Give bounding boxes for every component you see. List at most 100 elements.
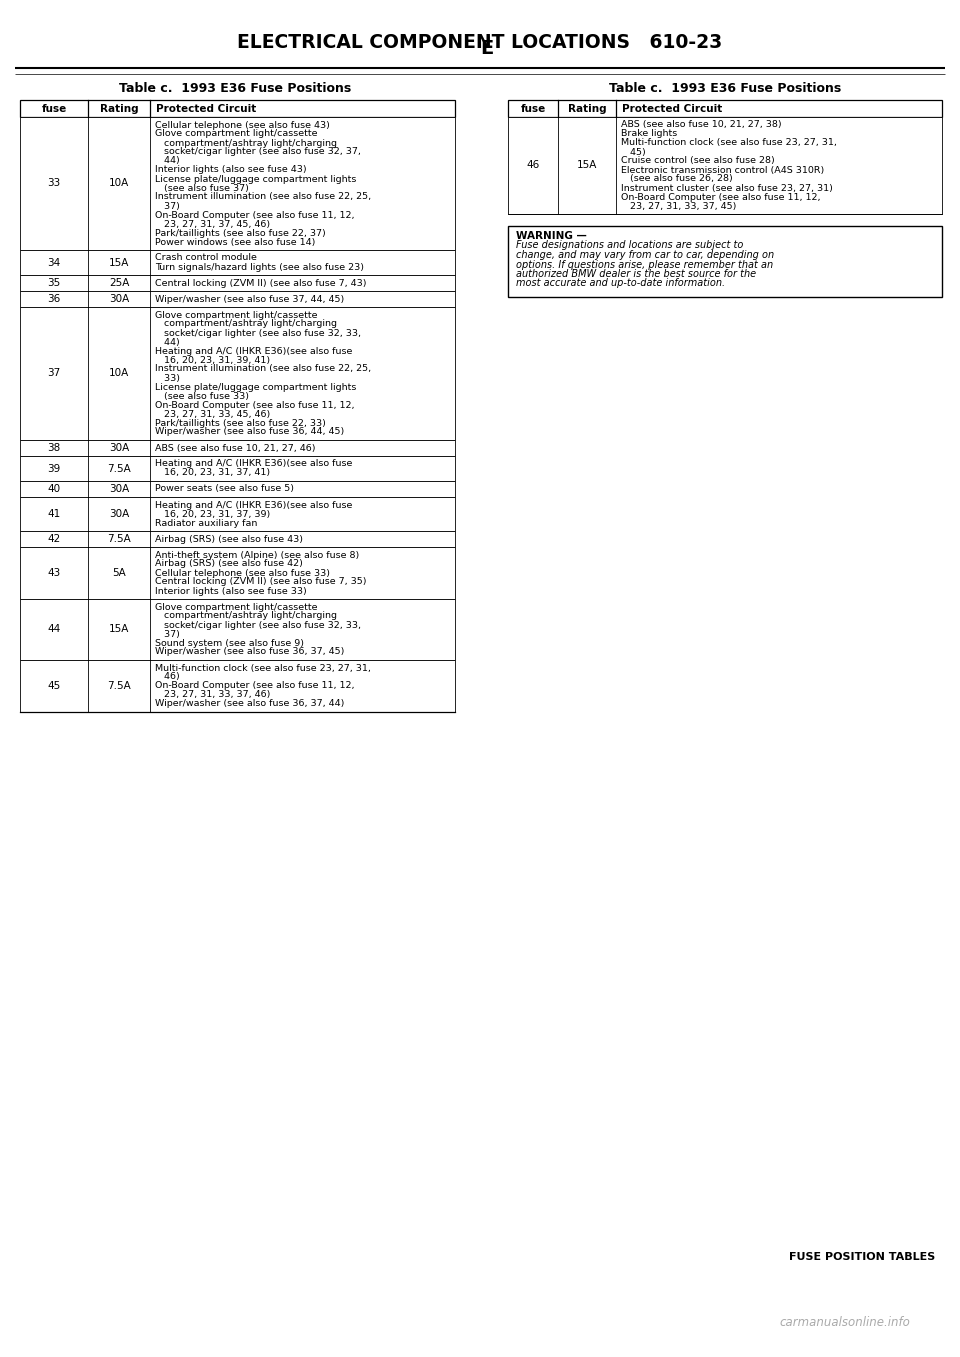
Text: Instrument illumination (see also fuse 22, 25,: Instrument illumination (see also fuse 2… [155, 193, 372, 201]
Bar [20, 547, 455, 598]
Text: Electronic transmission control (A4S 310R): Electronic transmission control (A4S 310… [621, 166, 825, 175]
Text: Turn signals/hazard lights (see also fuse 23): Turn signals/hazard lights (see also fus… [155, 262, 364, 271]
Text: On-Board Computer (see also fuse 11, 12,: On-Board Computer (see also fuse 11, 12, [155, 681, 354, 691]
Text: 16, 20, 23, 31, 37, 41): 16, 20, 23, 31, 37, 41) [155, 468, 270, 478]
Text: most accurate and up-to-date information.: most accurate and up-to-date information… [516, 278, 725, 289]
Text: fuse: fuse [520, 103, 545, 114]
Text: 10A: 10A [108, 179, 130, 189]
Text: ABS (see also fuse 10, 21, 27, 38): ABS (see also fuse 10, 21, 27, 38) [621, 121, 781, 129]
Text: FUSE POSITION TABLES: FUSE POSITION TABLES [789, 1253, 935, 1262]
Bar [20, 497, 455, 531]
Text: Table c.  1993 E36 Fuse Positions: Table c. 1993 E36 Fuse Positions [609, 81, 841, 95]
Text: On-Board Computer (see also fuse 11, 12,: On-Board Computer (see also fuse 11, 12, [155, 400, 354, 410]
Text: 37): 37) [155, 201, 180, 210]
Text: 23, 27, 31, 37, 45, 46): 23, 27, 31, 37, 45, 46) [155, 220, 270, 228]
Text: Central locking (ZVM II) (see also fuse 7, 35): Central locking (ZVM II) (see also fuse … [155, 578, 367, 586]
Text: E: E [480, 38, 493, 57]
Text: 37: 37 [47, 369, 60, 379]
Text: change, and may vary from car to car, depending on: change, and may vary from car to car, de… [516, 250, 774, 261]
Text: Brake lights: Brake lights [621, 129, 677, 138]
Text: On-Board Computer (see also fuse 11, 12,: On-Board Computer (see also fuse 11, 12, [155, 210, 354, 220]
Text: 45: 45 [47, 681, 60, 691]
Bar [20, 660, 455, 712]
Text: socket/cigar lighter (see also fuse 32, 37,: socket/cigar lighter (see also fuse 32, … [155, 148, 361, 156]
Bar [20, 598, 455, 660]
Text: 36: 36 [47, 294, 60, 304]
Text: 37): 37) [155, 630, 180, 639]
Text: 23, 27, 31, 33, 45, 46): 23, 27, 31, 33, 45, 46) [155, 410, 271, 418]
Text: License plate/luggage compartment lights: License plate/luggage compartment lights [155, 175, 356, 183]
Text: 45): 45) [621, 148, 646, 156]
Text: 23, 27, 31, 33, 37, 45): 23, 27, 31, 33, 37, 45) [621, 201, 736, 210]
Text: 16, 20, 23, 31, 39, 41): 16, 20, 23, 31, 39, 41) [155, 356, 270, 365]
Text: Power windows (see also fuse 14): Power windows (see also fuse 14) [155, 237, 316, 247]
Text: 15A: 15A [108, 624, 130, 635]
Text: Multi-function clock (see also fuse 23, 27, 31,: Multi-function clock (see also fuse 23, … [155, 664, 371, 673]
Bar [508, 117, 942, 214]
Text: ABS (see also fuse 10, 21, 27, 46): ABS (see also fuse 10, 21, 27, 46) [155, 444, 316, 452]
Text: Heating and A/C (IHKR E36)(see also fuse: Heating and A/C (IHKR E36)(see also fuse [155, 460, 352, 468]
Text: Sound system (see also fuse 9): Sound system (see also fuse 9) [155, 639, 304, 647]
Text: Airbag (SRS) (see also fuse 43): Airbag (SRS) (see also fuse 43) [155, 535, 303, 544]
Text: 38: 38 [47, 442, 60, 453]
Text: authorized BMW dealer is the best source for the: authorized BMW dealer is the best source… [516, 269, 756, 280]
Text: Glove compartment light/cassette: Glove compartment light/cassette [155, 603, 318, 612]
Text: compartment/ashtray light/charging: compartment/ashtray light/charging [155, 319, 337, 328]
Text: 42: 42 [47, 535, 60, 544]
Bar [20, 440, 455, 456]
Text: Fuse designations and locations are subject to: Fuse designations and locations are subj… [516, 240, 743, 251]
Text: options. If questions arise, please remember that an: options. If questions arise, please reme… [516, 259, 773, 270]
Text: 7.5A: 7.5A [108, 681, 131, 691]
Bar [20, 480, 455, 497]
Text: Instrument cluster (see also fuse 23, 27, 31): Instrument cluster (see also fuse 23, 27… [621, 183, 833, 193]
Text: (see also fuse 37): (see also fuse 37) [155, 183, 249, 193]
Text: 34: 34 [47, 258, 60, 267]
Bar [508, 227, 942, 297]
Text: Park/taillights (see also fuse 22, 33): Park/taillights (see also fuse 22, 33) [155, 418, 325, 427]
Text: License plate/luggage compartment lights: License plate/luggage compartment lights [155, 383, 356, 392]
Text: Interior lights (also see fuse 43): Interior lights (also see fuse 43) [155, 166, 306, 175]
Text: Crash control module: Crash control module [155, 254, 257, 262]
Text: 46: 46 [526, 160, 540, 171]
Text: Protected Circuit: Protected Circuit [156, 103, 256, 114]
Bar [20, 100, 455, 117]
Text: 33): 33) [155, 373, 180, 383]
Text: 15A: 15A [108, 258, 130, 267]
Text: Anti-theft system (Alpine) (see also fuse 8): Anti-theft system (Alpine) (see also fus… [155, 551, 359, 559]
Text: 30A: 30A [108, 509, 130, 518]
Text: Power seats (see also fuse 5): Power seats (see also fuse 5) [155, 484, 294, 494]
Text: Interior lights (also see fuse 33): Interior lights (also see fuse 33) [155, 586, 307, 596]
Text: 46): 46) [155, 673, 180, 681]
Text: 30A: 30A [108, 442, 130, 453]
Text: 44): 44) [155, 338, 180, 346]
Text: 41: 41 [47, 509, 60, 518]
Text: Radiator auxiliary fan: Radiator auxiliary fan [155, 518, 257, 528]
Bar [20, 307, 455, 440]
Text: 35: 35 [47, 278, 60, 288]
Text: 7.5A: 7.5A [108, 535, 131, 544]
Text: (see also fuse 33): (see also fuse 33) [155, 392, 249, 400]
Text: Wiper/washer (see also fuse 36, 44, 45): Wiper/washer (see also fuse 36, 44, 45) [155, 427, 345, 437]
Text: Rating: Rating [100, 103, 138, 114]
Text: 5A: 5A [112, 569, 126, 578]
Bar [20, 531, 455, 547]
Text: 10A: 10A [108, 369, 130, 379]
Text: ELECTRICAL COMPONENT LOCATIONS   610-23: ELECTRICAL COMPONENT LOCATIONS 610-23 [237, 34, 723, 53]
Text: compartment/ashtray light/charging: compartment/ashtray light/charging [155, 612, 337, 620]
Text: socket/cigar lighter (see also fuse 32, 33,: socket/cigar lighter (see also fuse 32, … [155, 328, 361, 338]
Text: Airbag (SRS) (see also fuse 42): Airbag (SRS) (see also fuse 42) [155, 559, 302, 569]
Text: 25A: 25A [108, 278, 130, 288]
Text: Wiper/washer (see also fuse 36, 37, 44): Wiper/washer (see also fuse 36, 37, 44) [155, 699, 345, 708]
Text: compartment/ashtray light/charging: compartment/ashtray light/charging [155, 138, 337, 148]
Text: Instrument illumination (see also fuse 22, 25,: Instrument illumination (see also fuse 2… [155, 365, 372, 373]
Text: 43: 43 [47, 569, 60, 578]
Text: fuse: fuse [41, 103, 66, 114]
Text: Table c.  1993 E36 Fuse Positions: Table c. 1993 E36 Fuse Positions [119, 81, 351, 95]
Text: Central locking (ZVM II) (see also fuse 7, 43): Central locking (ZVM II) (see also fuse … [155, 278, 367, 288]
Bar [20, 275, 455, 290]
Text: 23, 27, 31, 33, 37, 46): 23, 27, 31, 33, 37, 46) [155, 691, 271, 699]
Text: 33: 33 [47, 179, 60, 189]
Text: Cellular telephone (see also fuse 43): Cellular telephone (see also fuse 43) [155, 121, 330, 129]
Text: socket/cigar lighter (see also fuse 32, 33,: socket/cigar lighter (see also fuse 32, … [155, 620, 361, 630]
Text: Glove compartment light/cassette: Glove compartment light/cassette [155, 129, 318, 138]
